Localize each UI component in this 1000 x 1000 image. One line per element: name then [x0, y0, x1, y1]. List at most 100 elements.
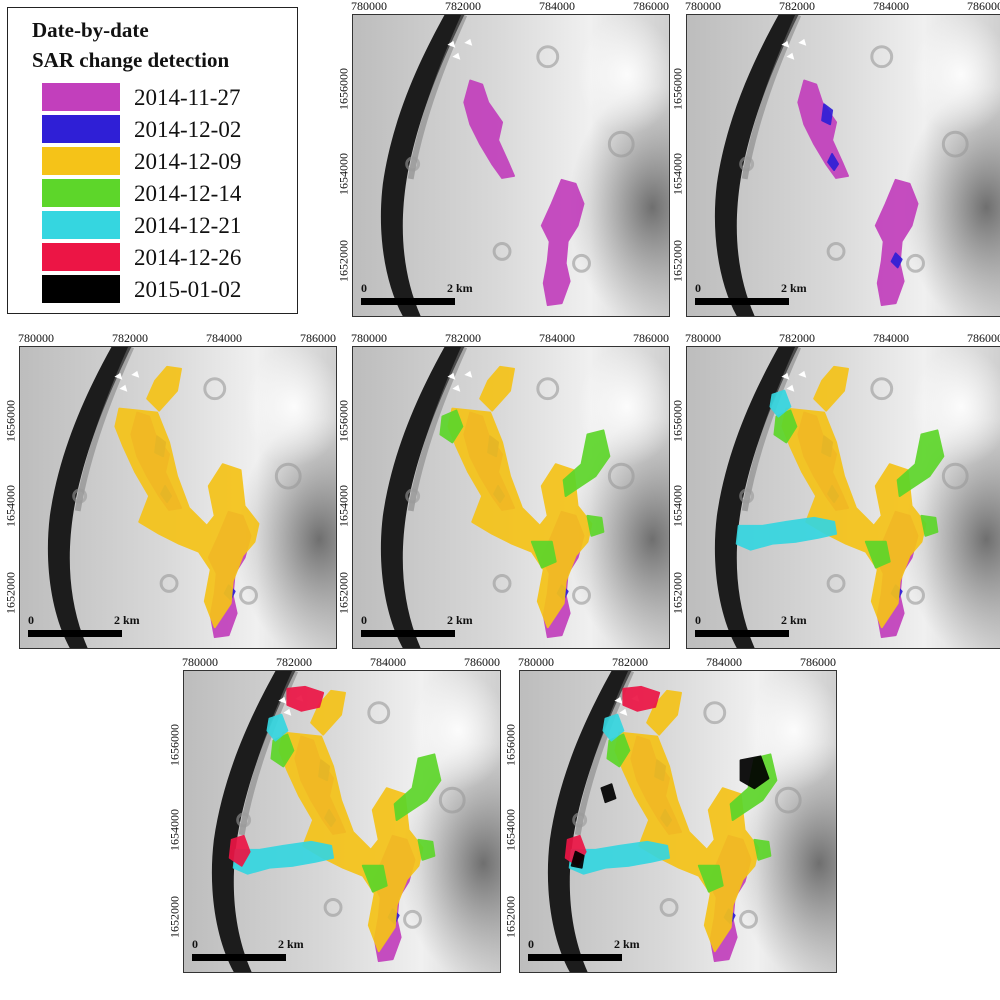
map-panel-2: 0 2 km 780000 782000 784000 786000 1656000 1654…	[671, 0, 1000, 344]
x-tick-label: 784000	[539, 0, 575, 13]
legend-label: 2014-12-21	[134, 213, 242, 238]
y-tick-label: 1652000	[503, 896, 518, 938]
x-tick-label: 782000	[779, 331, 815, 345]
legend-item-2014-12-09: 2014-12-09	[42, 147, 292, 177]
x-tick-label: 780000	[18, 331, 54, 345]
lava-flow-2014-12-02	[827, 153, 840, 171]
legend-swatch	[42, 115, 120, 143]
x-tick-label: 780000	[182, 655, 218, 669]
legend-label: 2014-12-14	[134, 181, 242, 206]
scalebar	[695, 298, 789, 305]
y-tick-label: 1656000	[503, 724, 518, 766]
x-tick-label: 784000	[370, 655, 406, 669]
lava-flow-2014-12-14	[586, 514, 605, 537]
lava-flow-2014-12-26	[622, 685, 661, 712]
y-tick-label: 1654000	[670, 485, 685, 527]
lava-flow-2014-12-14	[417, 838, 436, 861]
legend-item-2014-12-21: 2014-12-21	[42, 211, 292, 241]
legend-item-2014-12-02: 2014-12-02	[42, 115, 292, 145]
y-tick-label: 1656000	[670, 400, 685, 442]
x-tick-label: 784000	[873, 331, 909, 345]
lava-flow-2014-12-21	[769, 389, 792, 418]
lava-flow-2014-12-14	[753, 838, 772, 861]
lava-flow-2014-12-14	[697, 864, 724, 893]
caldera-wall	[380, 347, 465, 648]
lava-flow-2014-12-14	[773, 409, 798, 444]
x-tick-label: 780000	[351, 331, 387, 345]
scalebar-zero-label: 0	[28, 613, 34, 627]
lava-flow-2014-12-09	[114, 407, 260, 629]
lava-flow-2014-12-14	[361, 864, 388, 893]
y-tick-label: 1654000	[167, 809, 182, 851]
x-tick-label: 782000	[445, 331, 481, 345]
map-frame: 0 2 km	[686, 14, 1000, 317]
caldera-wall	[714, 347, 799, 648]
lava-flow-2014-12-14	[439, 409, 464, 444]
x-tick-label: 786000	[967, 331, 1000, 345]
scalebar-distance-label: 2 km	[614, 937, 640, 951]
x-tick-label: 786000	[633, 331, 669, 345]
lava-flow-2014-12-14	[606, 733, 631, 768]
map-frame: 0 2 km	[519, 670, 837, 973]
x-tick-label: 784000	[206, 331, 242, 345]
x-tick-label: 782000	[276, 655, 312, 669]
scalebar-distance-label: 2 km	[114, 613, 140, 627]
x-tick-label: 782000	[112, 331, 148, 345]
scalebar-zero-label: 0	[695, 281, 701, 295]
legend-label: 2014-12-02	[134, 117, 242, 142]
map-panel-1: 0 2 km 780000 782000 784000 786000 1656000 1654…	[337, 0, 670, 344]
y-tick-label: 1654000	[336, 485, 351, 527]
legend-swatch	[42, 275, 120, 303]
scalebar-distance-label: 2 km	[781, 613, 807, 627]
lava-flow-2014-12-26	[286, 685, 325, 712]
y-tick-label: 1652000	[167, 896, 182, 938]
scalebar-distance-label: 2 km	[278, 937, 304, 951]
x-tick-label: 784000	[706, 655, 742, 669]
hillshade-map	[520, 671, 836, 972]
lava-flow-2014-12-14	[864, 540, 891, 569]
legend-label: 2015-01-02	[134, 277, 242, 302]
x-tick-label: 784000	[539, 331, 575, 345]
y-tick-label: 1656000	[3, 400, 18, 442]
lava-flow-2014-12-21	[735, 516, 838, 551]
lava-flow-2014-12-09	[447, 407, 593, 629]
y-tick-label: 1656000	[670, 68, 685, 110]
map-panel-7: 0 2 km 780000 782000 784000 786000 1656000 1654…	[504, 655, 837, 1000]
legend-swatch	[42, 147, 120, 175]
scalebar-zero-label: 0	[695, 613, 701, 627]
lava-flow-2014-11-27	[540, 178, 585, 307]
map-frame: 0 2 km	[352, 14, 670, 317]
x-tick-label: 786000	[967, 0, 1000, 13]
map-frame: 0 2 km	[352, 346, 670, 649]
legend-label: 2014-12-26	[134, 245, 242, 270]
hillshade-map	[687, 347, 1000, 648]
legend-title-line1: Date-by-date	[32, 18, 149, 42]
x-tick-label: 780000	[685, 331, 721, 345]
hillshade-map	[353, 15, 669, 316]
lava-flow-2014-11-27	[797, 79, 849, 179]
y-tick-label: 1654000	[503, 809, 518, 851]
x-tick-label: 782000	[779, 0, 815, 13]
y-tick-label: 1656000	[336, 400, 351, 442]
lava-flow-2014-12-14	[896, 429, 945, 498]
hillshade-map	[20, 347, 336, 648]
legend-swatch	[42, 243, 120, 271]
caldera-wall	[714, 15, 799, 316]
lava-flow-2014-11-27	[463, 79, 515, 179]
hillshade-map	[353, 347, 669, 648]
scalebar	[695, 630, 789, 637]
legend-item-2014-12-14: 2014-12-14	[42, 179, 292, 209]
y-tick-label: 1652000	[670, 572, 685, 614]
legend-item-2014-11-27: 2014-11-27	[42, 83, 292, 113]
caldera-wall	[380, 15, 465, 316]
scalebar	[192, 954, 286, 961]
scalebar-zero-label: 0	[192, 937, 198, 951]
legend-item-2015-01-02: 2015-01-02	[42, 275, 292, 305]
map-frame: 0 2 km	[686, 346, 1000, 649]
caldera-wall	[547, 671, 632, 972]
map-panel-4: 0 2 km 780000 782000 784000 786000 1656000 1654…	[337, 331, 670, 676]
lava-flow-2014-12-09	[479, 365, 515, 412]
caldera-wall	[211, 671, 296, 972]
lava-flow-2014-12-21	[232, 840, 335, 875]
scalebar-zero-label: 0	[528, 937, 534, 951]
